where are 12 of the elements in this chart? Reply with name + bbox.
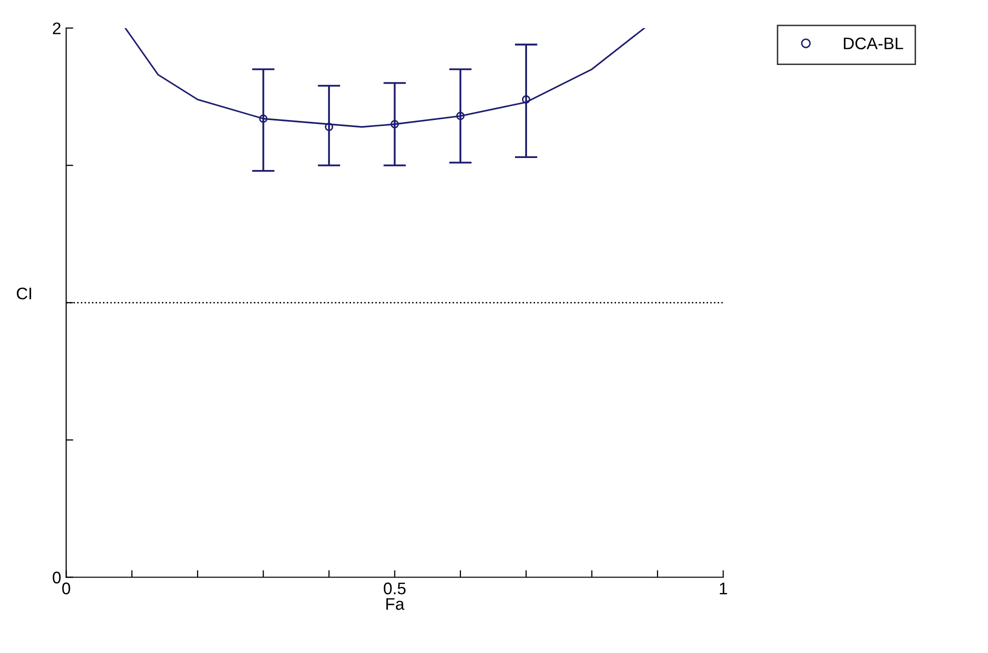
x-tick-label: 0 [62, 582, 70, 594]
y-axis-title: CI [16, 288, 32, 300]
y-tick-label: 2 [52, 22, 60, 34]
point [259, 114, 268, 123]
x-axis-title: Fa [386, 598, 404, 610]
legend-label: DCA-BL [844, 38, 904, 50]
point [324, 122, 334, 132]
x-tick-label: 1 [720, 582, 728, 594]
point [390, 120, 399, 128]
point [522, 95, 530, 104]
point [456, 112, 465, 120]
x-tick-label: 0.5 [384, 582, 406, 594]
